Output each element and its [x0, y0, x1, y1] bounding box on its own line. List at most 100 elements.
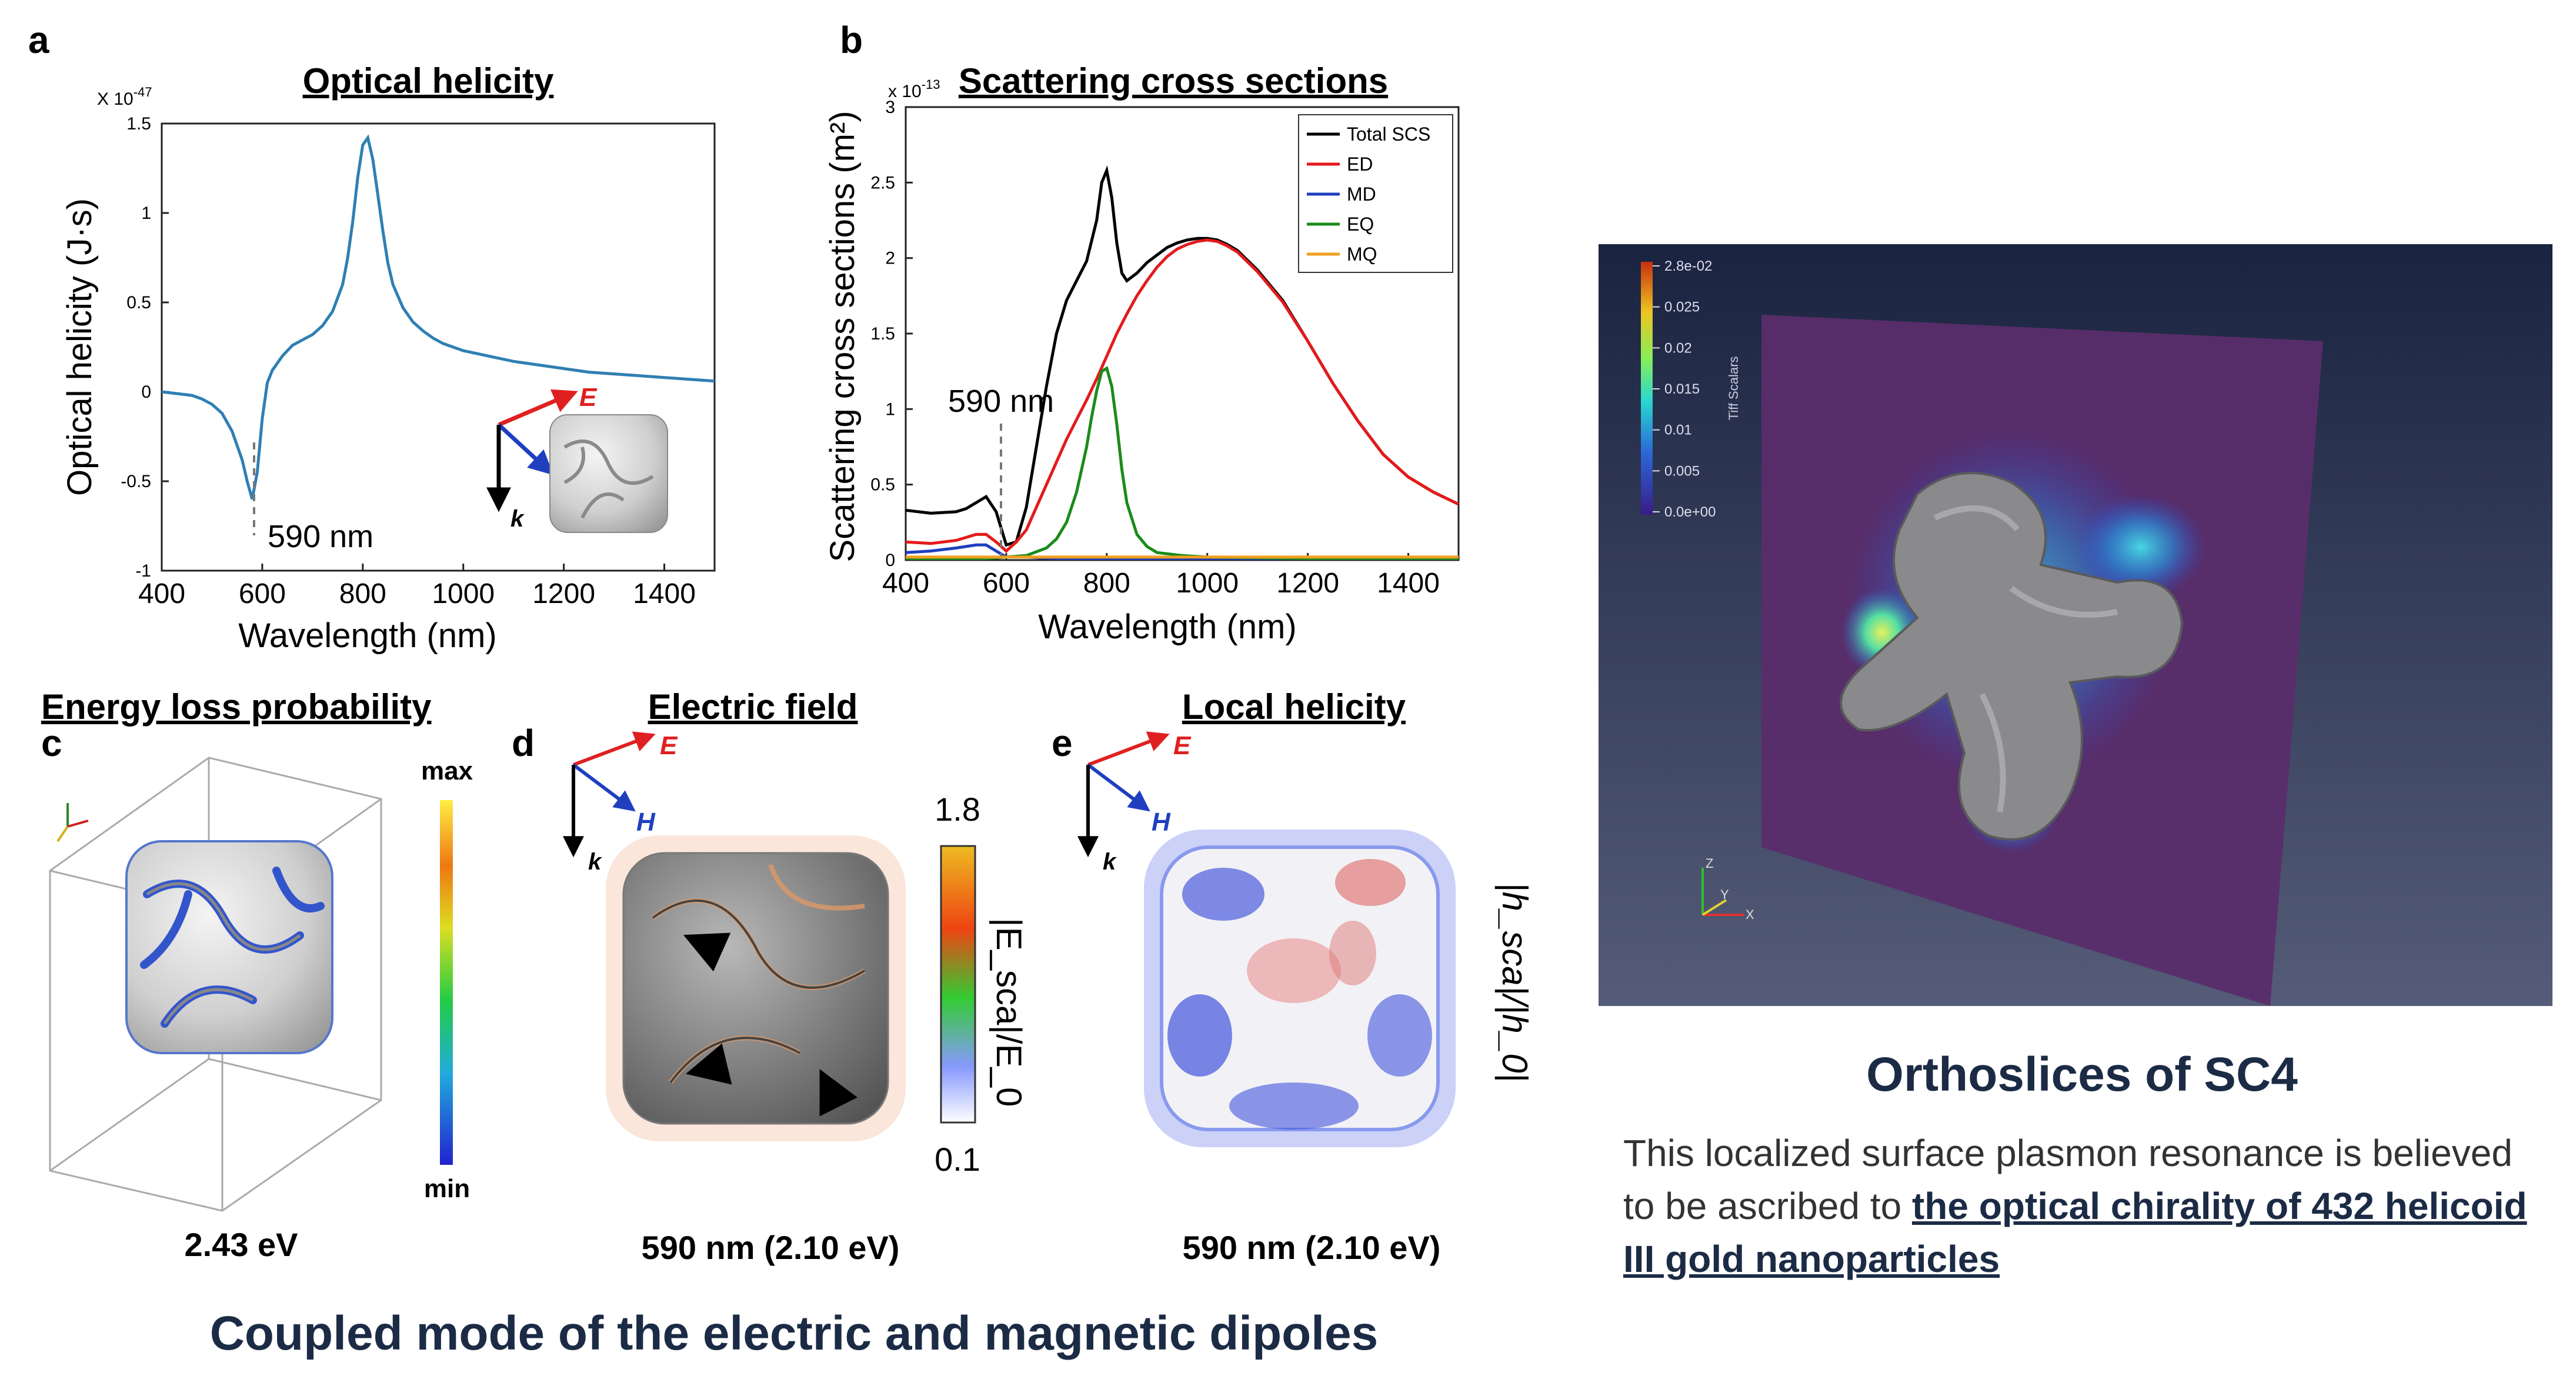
ortho-colorbar-tick-label: 2.8e-02: [1664, 258, 1712, 274]
panel-b-xtick-label: 1200: [1276, 568, 1339, 599]
panel-b-ytick-label: 2.5: [870, 173, 895, 192]
ortho-title: Orthoslices of SC4: [1866, 1048, 2298, 1101]
ortho-description-emphasis: the optical chirality of 432 helicoid II…: [1623, 1185, 2527, 1280]
panel-a-xtick-label: 600: [239, 578, 286, 609]
panel-d-k-label: k: [588, 849, 602, 875]
panel-d-caption: 590 nm (2.10 eV): [642, 1229, 900, 1266]
panel-a-ytick-label: 0: [141, 382, 151, 402]
panel-d-e-label: E: [660, 731, 678, 760]
panel-b-x-axis: 400 600 800 1000 1200 1400: [882, 553, 1440, 599]
panel-d-vector-triad: E H k: [563, 731, 678, 875]
panel-d-colorbar: [940, 845, 976, 1124]
panel-a-plot-frame: [161, 122, 716, 572]
panel-b-xtick-label: 1400: [1377, 568, 1440, 599]
panel-e-vector-triad: E H k: [1077, 731, 1192, 875]
panel-c-nanoparticle: [125, 840, 333, 1054]
panel-a-xtick-label: 1400: [633, 578, 696, 609]
panel-a-xtick-label: 1000: [432, 578, 495, 609]
panel-e-nanoparticle: [1144, 830, 1456, 1147]
ortho-colorbar: [1641, 262, 1653, 515]
ortho-colorbar-tick-label: 0.01: [1664, 422, 1692, 438]
panel-a-ylabel: Optical helicity (J·s): [61, 198, 99, 496]
helicity-series-line: [161, 134, 715, 500]
series-line-ed: [905, 238, 1460, 553]
ortho-axis-z: Z: [1706, 856, 1713, 871]
panel-d: Electric field d E H k 1.8 0.1 |E_sca|/E…: [512, 687, 1029, 1266]
panel-c-colorbar-max: max: [421, 757, 473, 785]
ortho-axes-icon: Z X Y: [1701, 856, 1754, 922]
ortho-colorbar-tick-label: 0.02: [1664, 340, 1692, 356]
panel-b-xtick-label: 1000: [1176, 568, 1239, 599]
ortho-description-text: This localized surface plasmon resonance…: [1623, 1132, 2512, 1227]
panel-d-title: Electric field: [648, 687, 858, 727]
ortho-axis-y: Y: [1720, 887, 1729, 902]
legend-label: EQ: [1347, 214, 1374, 235]
panel-a-ytick-label: -0.5: [121, 472, 151, 491]
panel-d-nanoparticle: [606, 835, 906, 1141]
panel-a-ytick-label: -1: [135, 561, 151, 581]
panel-b-ytick-label: 0: [885, 551, 895, 570]
panel-b-ytick-label: 0.5: [870, 475, 895, 495]
orthoslice-render: 2.8e-02 0.025 0.02 0.015 0.01 0.005 0.0e+00 Ti…: [1599, 244, 2552, 1006]
panel-e-letter: e: [1052, 722, 1073, 764]
panel-a-xtick-label: 400: [138, 578, 185, 609]
inset-k-label: k: [510, 506, 525, 532]
panel-e: Local helicity e E H k |h_sca|/|h_0| 590…: [1052, 687, 1534, 1266]
panel-e-caption: 590 nm (2.10 eV): [1183, 1229, 1441, 1266]
panel-b-legend: Total SCS ED MD EQ MQ: [1298, 114, 1453, 273]
panel-b: b Scattering cross sections x 10-13 400 6…: [823, 19, 1460, 646]
panel-c-mini-axes-icon: [56, 803, 89, 842]
nanoparticle-isosurface: [1840, 472, 2184, 841]
panel-e-title: Local helicity: [1182, 687, 1406, 727]
panel-a-multiplier: X 10-47: [97, 85, 152, 109]
panel-b-letter: b: [840, 19, 863, 61]
legend-label: MQ: [1347, 244, 1377, 265]
panel-b-title: Scattering cross sections: [959, 61, 1388, 101]
ortho-colorbar-title: Tiff Scalars: [1726, 357, 1741, 421]
panel-b-ytick-label: 1.5: [870, 324, 895, 344]
panel-b-series: [905, 165, 1460, 560]
panel-b-ytick-label: 2: [885, 249, 895, 268]
panel-a-ytick-label: 1.5: [126, 114, 151, 134]
panel-d-h-label: H: [636, 808, 656, 837]
panel-a-title: Optical helicity: [303, 61, 554, 101]
panel-e-h-label: H: [1152, 808, 1171, 837]
legend-label: Total SCS: [1347, 124, 1430, 145]
panel-b-annotation: 590 nm: [948, 384, 1054, 419]
panel-a-annotation: 590 nm: [268, 519, 373, 554]
panel-c-colorbar: [440, 800, 453, 1165]
panel-b-ylabel: Scattering cross sections (m²): [823, 111, 862, 562]
panel-b-xlabel: Wavelength (nm): [1038, 608, 1296, 646]
panel-d-colorbar-min: 0.1: [935, 1141, 980, 1178]
panel-e-k-label: k: [1103, 849, 1117, 875]
panel-b-xtick-label: 800: [1083, 568, 1130, 599]
panel-a-x-axis: 400 600 800 1000 1200 1400: [138, 564, 696, 609]
panel-c-title: Energy loss probability: [41, 687, 432, 727]
panel-b-ytick-label: 1: [885, 399, 895, 419]
panel-d-colorbar-label: |E_sca|/E_0: [989, 918, 1029, 1107]
panel-b-ytick-label: 3: [885, 98, 895, 117]
panel-e-e-label: E: [1173, 731, 1192, 760]
panel-a: a Optical helicity X 10-47 400 600 800 1000…: [28, 19, 716, 655]
panel-a-letter: a: [28, 19, 49, 61]
panel-e-colorbar-label: |h_sca|/|h_0|: [1494, 882, 1534, 1082]
panel-b-y-axis: 0 0.5 1 1.5 2 2.5 3: [870, 98, 913, 570]
ortho-colorbar-tick-label: 0.0e+00: [1664, 504, 1716, 520]
panel-c-caption: 2.43 eV: [184, 1226, 298, 1263]
panel-a-xtick-label: 1200: [532, 578, 595, 609]
panel-c-letter: c: [41, 722, 62, 764]
panel-a-xtick-label: 800: [339, 578, 386, 609]
panel-a-inset-structure: E H k: [486, 383, 668, 533]
panel-a-xlabel: Wavelength (nm): [238, 617, 496, 655]
panel-c-colorbar-min: min: [424, 1174, 470, 1203]
panel-b-xtick-label: 600: [983, 568, 1030, 599]
ortho-colorbar-tick-label: 0.015: [1664, 381, 1700, 397]
ortho-colorbar-tick-label: 0.025: [1664, 299, 1700, 315]
legend-label: MD: [1347, 184, 1376, 205]
panel-a-y-axis: -1 -0.5 0 0.5 1 1.5: [121, 114, 169, 581]
panel-b-xtick-label: 400: [882, 568, 929, 599]
panel-a-ytick-label: 1: [141, 204, 151, 223]
panel-b-multiplier: x 10-13: [888, 77, 940, 101]
legend-label: ED: [1347, 154, 1373, 175]
